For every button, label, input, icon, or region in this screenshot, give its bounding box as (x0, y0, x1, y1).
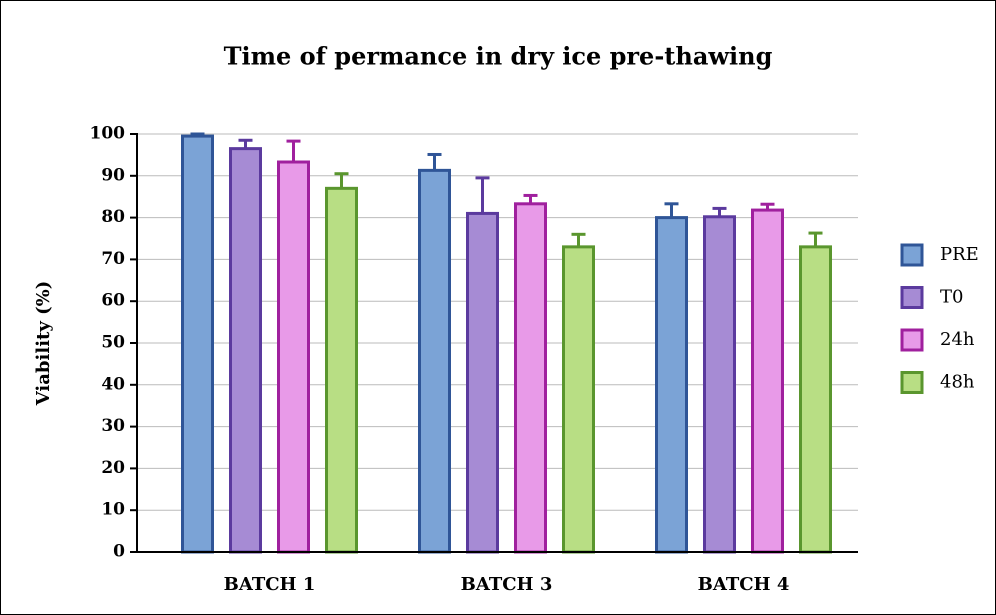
legend-label: 24h (940, 329, 975, 350)
y-tick-label: 70 (101, 249, 125, 269)
legend-swatch (900, 371, 924, 394)
y-tick-label: 100 (90, 124, 126, 144)
x-tick-label: BATCH 1 (224, 574, 316, 595)
bar (655, 216, 688, 554)
y-tick-label: 60 (101, 291, 125, 311)
bar (466, 211, 499, 554)
legend-swatch (900, 328, 924, 352)
bar (181, 134, 214, 554)
bar (751, 208, 784, 554)
y-tick-label: 30 (101, 416, 125, 436)
legend-label: PRE (940, 244, 979, 265)
y-tick-label: 10 (101, 500, 125, 520)
y-tick-label: 0 (113, 542, 125, 562)
bar (277, 160, 310, 554)
y-tick-label: 20 (101, 458, 125, 478)
bar (418, 168, 451, 554)
legend-label: T0 (940, 287, 963, 308)
legend-swatch (900, 286, 924, 309)
bar (229, 147, 262, 554)
y-tick-label: 40 (101, 374, 125, 394)
bar (514, 202, 547, 554)
y-tick-label: 90 (101, 165, 125, 185)
y-tick-label: 80 (101, 207, 125, 227)
y-tick-label: 50 (101, 333, 125, 353)
legend-swatch (900, 243, 924, 267)
x-tick-label: BATCH 4 (698, 574, 790, 595)
bar (562, 245, 595, 554)
y-axis-label: Viability (%) (33, 281, 54, 406)
bar (799, 245, 832, 554)
bar (325, 186, 358, 554)
chart-title: Time of permance in dry ice pre-thawing (224, 42, 773, 71)
x-tick-label: BATCH 3 (461, 574, 553, 595)
bar (703, 215, 736, 554)
legend-label: 48h (940, 372, 975, 393)
